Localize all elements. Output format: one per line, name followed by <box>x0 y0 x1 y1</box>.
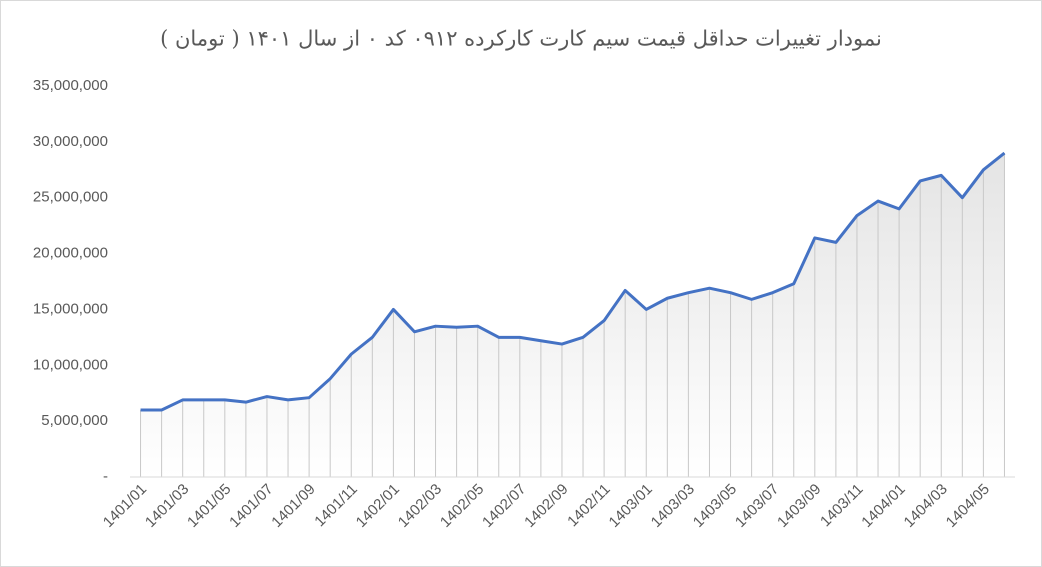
y-tick-label: 25,000,000 <box>33 189 108 206</box>
y-tick-label: 5,000,000 <box>41 412 108 429</box>
y-tick-label: 20,000,000 <box>33 245 108 262</box>
y-tick-label: 30,000,000 <box>33 133 108 150</box>
y-tick-label: 35,000,000 <box>33 77 108 94</box>
y-tick-label: 10,000,000 <box>33 356 108 373</box>
area <box>140 153 1005 477</box>
y-tick-label: - <box>103 468 108 485</box>
y-tick-label: 15,000,000 <box>33 300 108 317</box>
chart-title: نمودار تغییرات حداقل قیمت سیم کارت کارکر… <box>160 27 882 52</box>
line <box>140 151 1006 412</box>
